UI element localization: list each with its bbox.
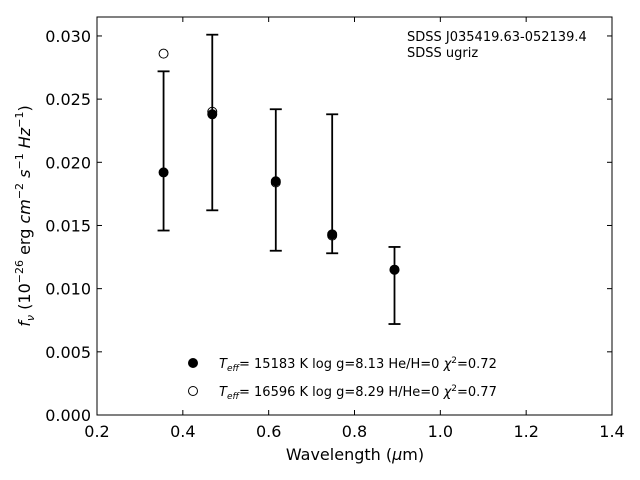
- filled-model-point: [270, 176, 281, 187]
- y-tick-label: 0.030: [45, 27, 91, 46]
- x-tick-label: 1.4: [599, 422, 624, 441]
- x-axis-label-mu: μ: [391, 445, 402, 464]
- x-tick-label: 0.2: [84, 422, 109, 441]
- plot-frame: [96, 16, 613, 416]
- y-tick-label: 0.025: [45, 90, 91, 109]
- y-tick-label: 0.005: [45, 343, 91, 362]
- legend: Teff= 15183 K log g=8.13 He/H=0 χ2=0.72 …: [188, 356, 497, 402]
- x-tick-label: 1.2: [513, 422, 538, 441]
- x-tick-label: 0.4: [170, 422, 195, 441]
- y-tick-label: 0.010: [45, 280, 91, 299]
- y-tick-label: 0.015: [45, 216, 91, 235]
- legend-marker-open: [188, 386, 198, 396]
- y-axis-label: fν (10−26 erg cm−2 s−1 Hz−1): [13, 105, 37, 326]
- y-tick-label: 0.020: [45, 153, 91, 172]
- x-tick-label: 1.0: [428, 422, 453, 441]
- x-tick-label: 0.6: [256, 422, 281, 441]
- filled-model-point: [158, 167, 169, 178]
- x-axis-ticks: 0.2 0.4 0.6 0.8 1.0 1.2 1.4: [84, 17, 625, 441]
- filter-set-annotation: SDSS ugriz: [407, 46, 478, 61]
- y-tick-label: 0.000: [45, 406, 91, 425]
- filled-model-point: [389, 264, 400, 275]
- filled-model-point: [207, 109, 218, 120]
- filled-model-point: [327, 229, 338, 240]
- legend-label-db-model: Teff= 16596 K log g=8.29 H/He=0 χ2=0.77: [219, 384, 497, 402]
- legend-label-da-model: Teff= 15183 K log g=8.13 He/H=0 χ2=0.72: [219, 356, 497, 374]
- legend-marker-filled: [188, 358, 198, 368]
- open-model-point: [158, 48, 169, 59]
- data-markers: [158, 48, 400, 275]
- x-axis-label: Wavelength (μm): [286, 445, 424, 464]
- object-name-annotation: SDSS J035419.63-052139.4: [407, 30, 587, 45]
- x-tick-label: 0.8: [342, 422, 367, 441]
- y-axis-ticks: 0.000 0.005 0.010 0.015 0.020 0.025 0.030: [45, 27, 612, 425]
